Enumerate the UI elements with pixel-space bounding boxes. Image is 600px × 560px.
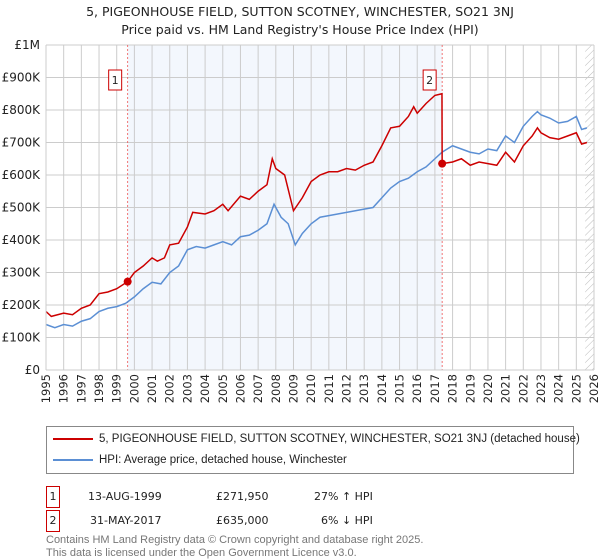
x-tick-label: 2001	[145, 374, 159, 403]
footer-line-2: This data is licensed under the Open Gov…	[46, 546, 357, 559]
x-tick-label: 2000	[127, 374, 141, 403]
sale-label-box	[108, 69, 123, 91]
series-line	[45, 110, 588, 329]
sale-price: £635,000	[216, 514, 269, 527]
y-tick-label: £700K	[2, 136, 42, 150]
x-tick-label: 2019	[463, 374, 477, 403]
y-tick-label: £100K	[2, 331, 42, 345]
price-chart: 5, PIGEONHOUSE FIELD, SUTTON SCOTNEY, WI…	[2, 4, 600, 403]
x-tick-label: 2022	[516, 374, 530, 403]
x-tick-label: 1998	[92, 374, 106, 403]
x-tick-label: 1995	[39, 374, 53, 403]
x-tick-label: 2025	[569, 374, 583, 403]
x-tick-label: 2024	[552, 374, 566, 403]
x-tick-label: 2006	[233, 374, 247, 403]
y-tick-label: £200K	[2, 298, 42, 312]
sale-row-1: 1 13-AUG-1999 £271,950 27% ↑ HPI	[46, 486, 446, 508]
x-tick-label: 2009	[286, 374, 300, 403]
sale-marker: 1	[46, 486, 60, 508]
legend-hpi: HPI: Average price, detached house, Winc…	[99, 454, 347, 466]
y-tick-label: £600K	[2, 168, 42, 182]
x-tick-label: 2015	[393, 374, 407, 403]
x-tick-label: 2020	[481, 374, 495, 403]
x-tick-label: 2004	[198, 374, 212, 403]
x-tick-label: 1997	[74, 374, 88, 403]
footer-line-1: Contains HM Land Registry data © Crown c…	[46, 534, 424, 546]
x-tick-label: 2003	[180, 374, 194, 403]
sale-row-2: 2 31-MAY-2017 £635,000 6% ↓ HPI	[46, 510, 446, 532]
x-tick-label: 2013	[357, 374, 371, 403]
y-tick-label: £900K	[2, 71, 42, 85]
y-tick-label: £1M	[14, 38, 40, 52]
y-tick-label: £0	[25, 363, 40, 377]
x-tick-label: 2011	[322, 374, 336, 403]
legend-property: 5, PIGEONHOUSE FIELD, SUTTON SCOTNEY, WI…	[99, 433, 580, 445]
sale-marker: 2	[46, 510, 60, 532]
sale-label-box	[422, 69, 437, 91]
sale-date: 13-AUG-1999	[88, 490, 162, 503]
x-tick-label: 2016	[410, 374, 424, 403]
x-tick-label: 2017	[428, 374, 442, 403]
sale-label: 1	[112, 74, 119, 87]
x-tick-label: 2018	[446, 374, 460, 403]
x-tick-label: 2012	[340, 374, 354, 403]
sale-hpi: 6% ↓ HPI	[321, 514, 373, 527]
x-tick-label: 2002	[163, 374, 177, 403]
y-tick-label: £400K	[2, 233, 42, 247]
x-tick-label: 2021	[499, 374, 513, 403]
x-tick-label: 2005	[216, 374, 230, 403]
x-tick-label: 2026	[587, 374, 600, 403]
footer: Contains HM Land Registry data © Crown c…	[46, 534, 423, 559]
series-line	[45, 92, 588, 318]
legend-blue-swatch	[53, 459, 93, 461]
sale-point	[123, 277, 132, 286]
x-tick-label: 1996	[57, 374, 71, 403]
sale-price: £271,950	[216, 490, 269, 503]
legend-red-swatch	[53, 438, 93, 440]
sale-date: 31-MAY-2017	[90, 514, 162, 527]
x-tick-label: 2014	[375, 374, 389, 403]
chart-title: 5, PIGEONHOUSE FIELD, SUTTON SCOTNEY, WI…	[86, 4, 514, 19]
x-tick-label: 2007	[251, 374, 265, 403]
sale-label: 2	[426, 74, 433, 87]
x-tick-label: 2023	[534, 374, 548, 403]
y-tick-label: £300K	[2, 266, 42, 280]
x-tick-label: 1999	[110, 374, 124, 403]
legend: 5, PIGEONHOUSE FIELD, SUTTON SCOTNEY, WI…	[46, 426, 580, 474]
y-tick-label: £800K	[2, 103, 42, 117]
y-tick-label: £500K	[2, 201, 42, 215]
chart-subtitle: Price paid vs. HM Land Registry's House …	[121, 22, 478, 37]
sale-point	[438, 159, 447, 168]
x-tick-label: 2008	[269, 374, 283, 403]
sale-hpi: 27% ↑ HPI	[314, 490, 373, 503]
x-tick-label: 2010	[304, 374, 318, 403]
